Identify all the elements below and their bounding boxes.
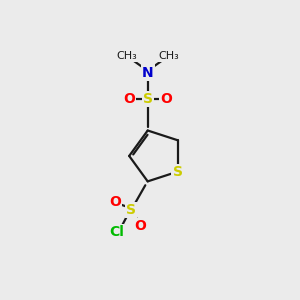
Text: N: N [142,65,154,80]
Text: O: O [109,195,121,209]
Text: S: S [126,202,136,217]
Text: S: S [143,92,153,106]
Text: CH₃: CH₃ [116,51,137,61]
Text: Cl: Cl [109,225,124,239]
Text: O: O [134,219,146,233]
Text: O: O [123,92,135,106]
Text: S: S [172,165,183,179]
Text: O: O [160,92,172,106]
Text: CH₃: CH₃ [158,51,179,61]
